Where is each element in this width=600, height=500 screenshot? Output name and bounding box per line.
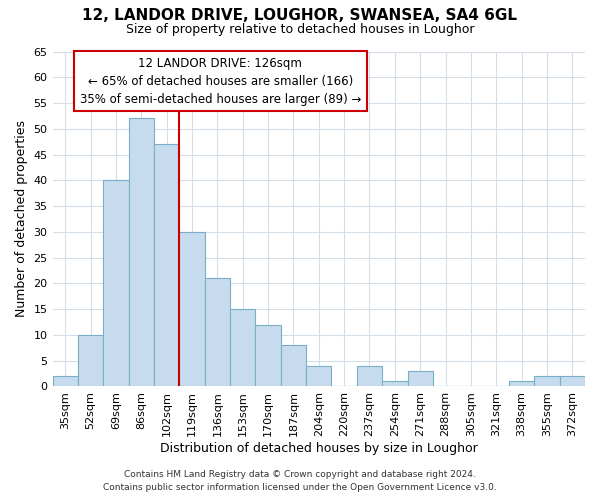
Bar <box>53 376 78 386</box>
Bar <box>382 382 407 386</box>
Bar <box>281 345 306 387</box>
Bar <box>103 180 128 386</box>
Text: 12, LANDOR DRIVE, LOUGHOR, SWANSEA, SA4 6GL: 12, LANDOR DRIVE, LOUGHOR, SWANSEA, SA4 … <box>83 8 517 22</box>
Bar <box>128 118 154 386</box>
Y-axis label: Number of detached properties: Number of detached properties <box>15 120 28 318</box>
X-axis label: Distribution of detached houses by size in Loughor: Distribution of detached houses by size … <box>160 442 478 455</box>
Bar <box>205 278 230 386</box>
Bar <box>154 144 179 386</box>
Bar <box>357 366 382 386</box>
Bar <box>230 309 256 386</box>
Text: 12 LANDOR DRIVE: 126sqm
← 65% of detached houses are smaller (166)
35% of semi-d: 12 LANDOR DRIVE: 126sqm ← 65% of detache… <box>80 56 361 106</box>
Bar <box>509 382 534 386</box>
Bar <box>179 232 205 386</box>
Text: Size of property relative to detached houses in Loughor: Size of property relative to detached ho… <box>126 22 474 36</box>
Bar <box>560 376 585 386</box>
Bar <box>256 324 281 386</box>
Bar <box>306 366 331 386</box>
Bar <box>407 371 433 386</box>
Bar <box>534 376 560 386</box>
Text: Contains HM Land Registry data © Crown copyright and database right 2024.
Contai: Contains HM Land Registry data © Crown c… <box>103 470 497 492</box>
Bar <box>78 335 103 386</box>
